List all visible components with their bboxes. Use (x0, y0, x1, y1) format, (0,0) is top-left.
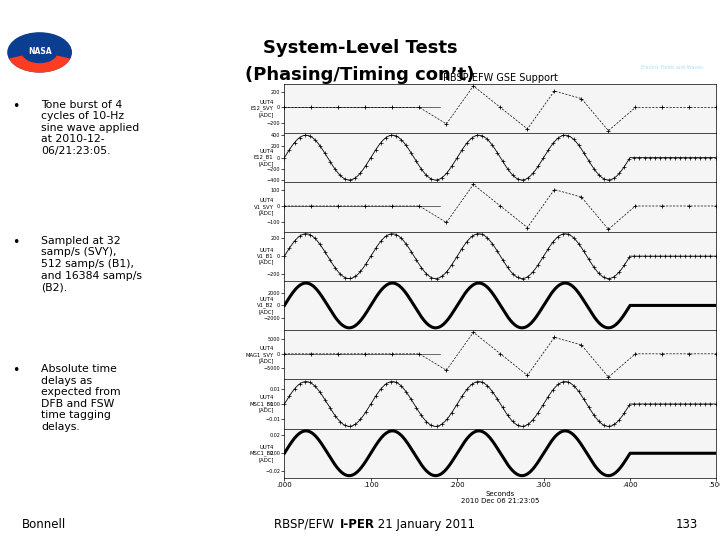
Text: 133: 133 (676, 518, 698, 531)
Text: RBSP/EFW: RBSP/EFW (274, 518, 338, 531)
Text: •: • (12, 364, 19, 377)
Text: Absolute time
delays as
expected from
DFB and FSW
time tagging
delays.: Absolute time delays as expected from DF… (41, 364, 121, 432)
Text: (Phasing/Timing con’t): (Phasing/Timing con’t) (246, 66, 474, 84)
Title: RBSP-EFW GSE Support: RBSP-EFW GSE Support (443, 73, 558, 83)
Y-axis label: UUT4
V1_B1
[ADC]: UUT4 V1_B1 [ADC] (257, 247, 274, 265)
Text: Electric Fields and Waves: Electric Fields and Waves (641, 65, 703, 70)
Y-axis label: UUT4
V1_B2
[ADC]: UUT4 V1_B2 [ADC] (257, 297, 274, 314)
Y-axis label: UUT4
MSC1_B2
[ADC]: UUT4 MSC1_B2 [ADC] (249, 444, 274, 462)
Text: Bonnell: Bonnell (22, 518, 66, 531)
Text: Sampled at 32
samp/s (SVY),
512 samp/s (B1),
and 16384 samp/s
(B2).: Sampled at 32 samp/s (SVY), 512 samp/s (… (41, 236, 142, 292)
Text: Tone burst of 4
cycles of 10-Hz
sine wave applied
at 2010-12-
06/21:23:05.: Tone burst of 4 cycles of 10-Hz sine wav… (41, 99, 140, 156)
Text: RBSP EFW: RBSP EFW (654, 46, 690, 51)
Text: NASA: NASA (28, 47, 51, 56)
Text: System-Level Tests: System-Level Tests (263, 39, 457, 57)
Y-axis label: UUT4
E12_B1
[ADC]: UUT4 E12_B1 [ADC] (254, 149, 274, 166)
Y-axis label: UUT4
E12_SVY
[ADC]: UUT4 E12_SVY [ADC] (251, 100, 274, 117)
Text: I-PER: I-PER (340, 518, 375, 531)
Text: •: • (12, 99, 19, 112)
X-axis label: Seconds
2010 Dec 06 21:23:05: Seconds 2010 Dec 06 21:23:05 (462, 491, 539, 504)
Y-axis label: UUT4
MSC1_B1
[ADC]: UUT4 MSC1_B1 [ADC] (249, 395, 274, 413)
Y-axis label: UUT4
MAG1_SVY
[ADC]: UUT4 MAG1_SVY [ADC] (246, 346, 274, 363)
Text: •: • (12, 236, 19, 249)
Circle shape (8, 33, 71, 72)
Y-axis label: UUT4
V1_SVY
[ADC]: UUT4 V1_SVY [ADC] (253, 198, 274, 215)
Wedge shape (10, 56, 69, 72)
Text: 21 January 2011: 21 January 2011 (374, 518, 475, 531)
